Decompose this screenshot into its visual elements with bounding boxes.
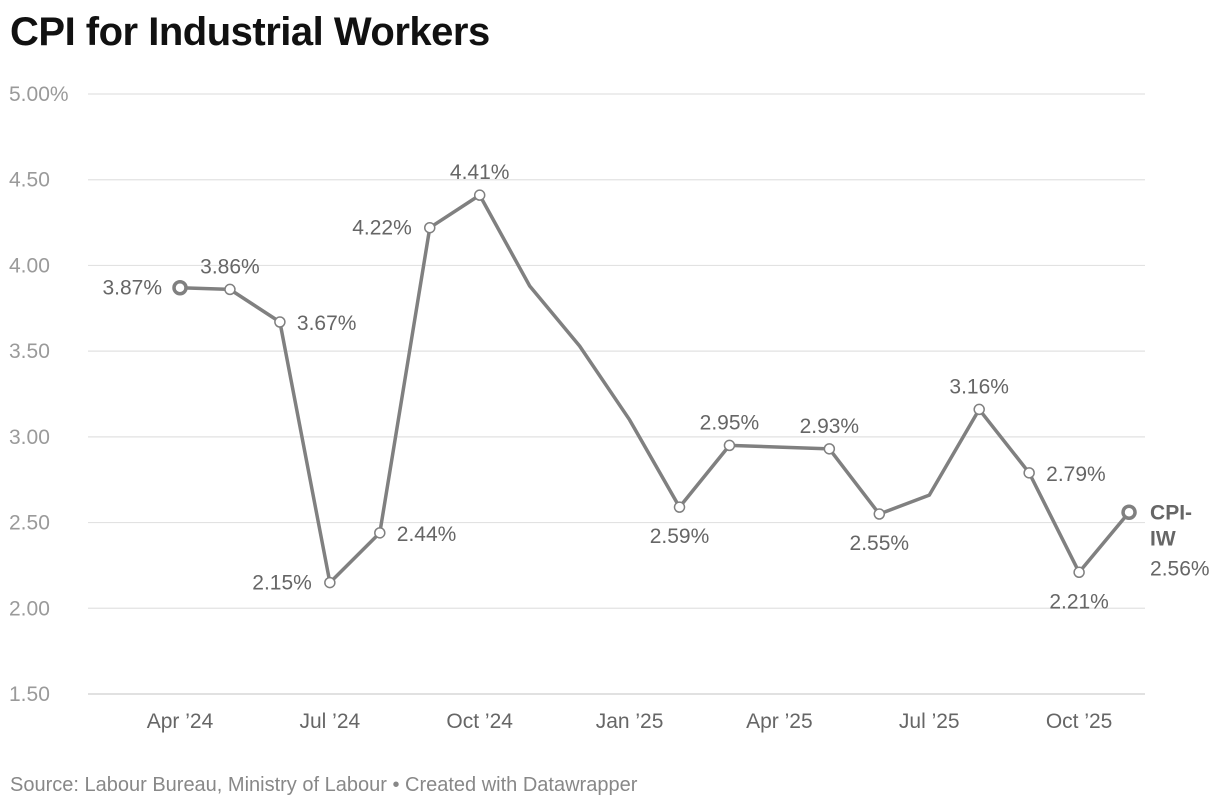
source-text: Source: Labour Bureau, Ministry of Labou…	[10, 774, 387, 796]
data-label: 2.21%	[1049, 590, 1109, 613]
y-tick-label: 3.00	[9, 426, 50, 449]
data-point	[473, 189, 486, 201]
footer: Source: Labour Bureau, Ministry of Labou…	[10, 774, 637, 797]
series-name-line: IW	[1150, 527, 1176, 550]
data-label: 3.16%	[949, 375, 1009, 398]
data-point	[224, 283, 236, 296]
y-tick-label: 3.50	[9, 340, 50, 363]
x-tick-label: Apr ’24	[147, 710, 214, 733]
series-lines	[178, 193, 1131, 585]
data-point	[1023, 467, 1035, 479]
x-tick-label: Jul ’24	[299, 710, 360, 733]
y-tick-label: 5.00%	[9, 83, 69, 106]
gridlines	[88, 93, 1145, 695]
series-end-value-label: 2.56%	[1150, 557, 1210, 580]
data-label: 2.95%	[700, 411, 760, 434]
data-point	[374, 527, 386, 539]
data-label: 3.86%	[200, 255, 260, 278]
data-label: 2.44%	[397, 523, 457, 546]
y-tick-label: 2.00	[9, 597, 50, 620]
series-points	[172, 189, 1137, 589]
data-point	[1121, 504, 1137, 521]
credit-text: Created with Datawrapper	[405, 774, 638, 796]
data-point	[424, 221, 436, 234]
data-label: 4.41%	[450, 161, 510, 184]
x-tick-label: Jan ’25	[596, 710, 664, 733]
y-tick-label: 1.50	[9, 683, 50, 706]
x-tick-label: Oct ’25	[1046, 710, 1113, 733]
y-tick-label: 4.50	[9, 169, 50, 192]
y-axis-ticks: 5.00% 4.50 4.00 3.50 3.00 2.50 2.00 1.50	[9, 83, 69, 706]
data-labels: 3.87% 3.86% 3.67% 2.15% 2.44% 4.22% 4.41% 2.59%…	[102, 161, 1209, 613]
series-line-cpi-iw	[178, 193, 1131, 585]
data-label: 2.59%	[650, 525, 710, 548]
x-tick-label: Jul ’25	[899, 710, 960, 733]
footer-separator: •	[392, 774, 400, 796]
data-point	[1073, 566, 1085, 579]
x-axis-ticks: Apr ’24 Jul ’24 Oct ’24 Jan ’25 Apr ’25 Jul ’…	[147, 710, 1113, 733]
data-label: 2.15%	[252, 572, 312, 595]
data-label: 2.79%	[1046, 463, 1106, 486]
data-point	[723, 439, 736, 452]
data-point	[673, 501, 686, 513]
series-name-line: CPI-	[1150, 501, 1192, 524]
data-point	[823, 443, 836, 455]
chart-title: CPI for Industrial Workers	[10, 10, 490, 54]
series-name-label: CPI- IW	[1150, 501, 1192, 550]
x-tick-label: Oct ’24	[446, 710, 513, 733]
data-point	[324, 576, 336, 589]
y-tick-label: 4.00	[9, 254, 50, 277]
data-point	[873, 508, 886, 520]
data-point	[172, 279, 188, 296]
data-label: 4.22%	[352, 217, 412, 240]
data-label: 3.87%	[102, 277, 162, 300]
data-label: 2.93%	[800, 415, 860, 438]
data-point	[274, 316, 286, 328]
x-tick-label: Apr ’25	[746, 710, 813, 733]
data-label: 2.55%	[850, 532, 910, 555]
y-tick-label: 2.50	[9, 512, 50, 535]
line-chart: 5.00% 4.50 4.00 3.50 3.00 2.50 2.00 1.50 Apr ’2…	[9, 83, 1210, 733]
data-label: 3.67%	[297, 312, 357, 335]
data-point	[973, 403, 985, 416]
